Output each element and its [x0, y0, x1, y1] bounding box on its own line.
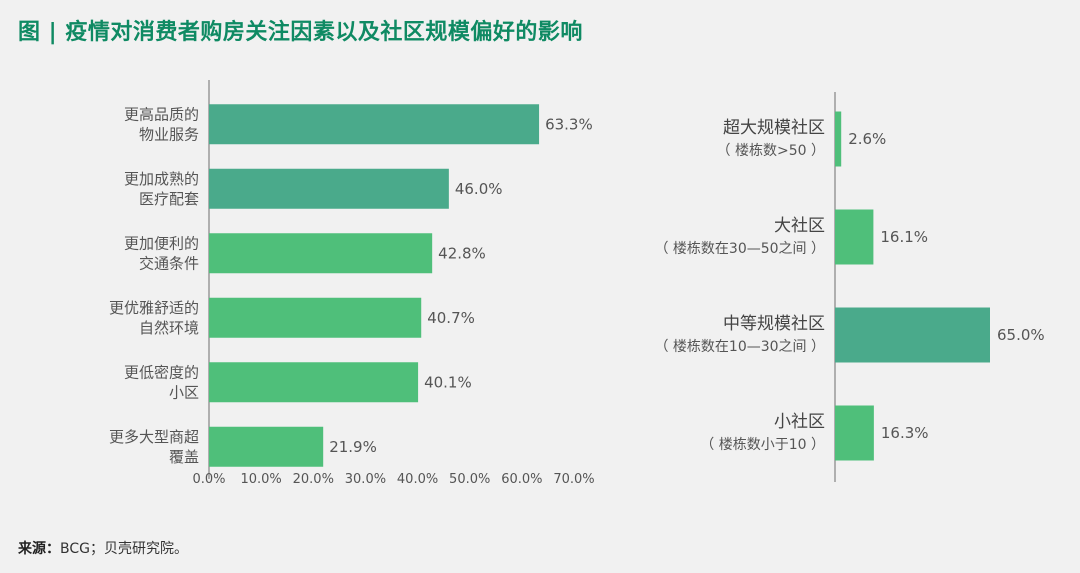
right-category-label: 超大规模社区 [723, 118, 825, 138]
left-bar [209, 362, 419, 403]
left-bar-value: 40.7% [427, 309, 475, 327]
left-bar [209, 233, 433, 274]
right-category-sublabel: （ 楼栋数在30—50之间 ） [654, 240, 825, 257]
right-bar-value: 65.0% [997, 326, 1045, 344]
left-category-label: 更高品质的 [124, 105, 199, 123]
right-category-sublabel: （ 楼栋数在10—30之间 ） [654, 338, 825, 355]
left-category-label: 自然环境 [139, 319, 199, 337]
left-x-tick: 60.0% [501, 472, 542, 487]
source-note: 来源：BCG；贝壳研究院。 [18, 538, 188, 558]
right-bar-value: 2.6% [848, 130, 886, 148]
left-bar [209, 426, 324, 467]
right-category-sublabel: （ 楼栋数小于10 ） [700, 436, 825, 453]
right-category-label: 小社区 [774, 412, 825, 432]
left-category-label: 更低密度的 [124, 363, 199, 381]
left-category-label: 交通条件 [139, 254, 199, 272]
source-label: 来源： [18, 541, 60, 557]
right-category-label: 中等规模社区 [723, 314, 825, 334]
left-category-label: 更加成熟的 [124, 170, 199, 188]
right-category-label: 大社区 [774, 216, 825, 236]
right-bar [835, 405, 874, 461]
right-bar [835, 307, 990, 363]
left-category-label: 更多大型商超 [109, 428, 199, 446]
right-bar-value: 16.1% [880, 228, 928, 246]
left-bar-value: 46.0% [455, 180, 503, 198]
right-bar-value: 16.3% [881, 424, 929, 442]
source-text: BCG；贝壳研究院。 [60, 541, 188, 557]
left-x-tick: 20.0% [293, 472, 334, 487]
left-category-label: 更优雅舒适的 [109, 299, 199, 317]
right-category-sublabel: （ 楼栋数>50 ） [717, 142, 825, 159]
left-bar [209, 104, 540, 145]
left-category-label: 更加便利的 [124, 234, 199, 252]
left-bar-value: 42.8% [438, 244, 486, 262]
right-bar [835, 209, 874, 265]
left-x-tick: 40.0% [397, 472, 438, 487]
left-x-tick: 0.0% [192, 472, 225, 487]
left-x-tick: 70.0% [553, 472, 594, 487]
left-bar [209, 297, 422, 338]
left-bar-value: 21.9% [329, 438, 377, 456]
left-bar-value: 40.1% [424, 373, 472, 391]
left-category-label: 物业服务 [139, 125, 199, 143]
right-bar [835, 111, 842, 167]
left-bar [209, 168, 449, 209]
right-bar-chart: 2.6% 超大规模社区 （ 楼栋数>50 ） 16.1% 大社区 （ 楼栋数在30—50之… [654, 92, 1045, 482]
chart-title: 图 | 疫情对消费者购房关注因素以及社区规模偏好的影响 [18, 20, 583, 45]
left-bar-value: 63.3% [545, 115, 593, 133]
left-x-tick: 30.0% [345, 472, 386, 487]
left-category-label: 医疗配套 [139, 190, 199, 208]
left-x-tick: 10.0% [240, 472, 281, 487]
left-category-label: 小区 [169, 383, 199, 401]
left-category-label: 覆盖 [169, 448, 199, 466]
left-x-tick: 50.0% [449, 472, 490, 487]
